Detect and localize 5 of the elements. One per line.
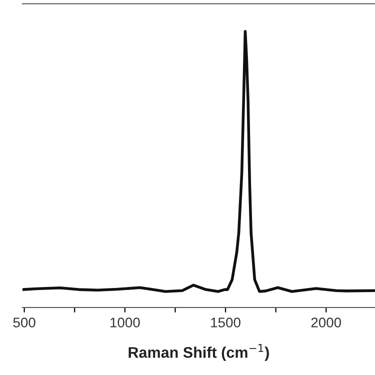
x-tick-label: 1500 [211,318,240,328]
x-tick-label: 2000 [311,318,342,328]
x-tick-label: 1000 [110,318,140,328]
x-axis-title: Raman Shift (cm$^{−1}$) [128,344,269,361]
x-tick-label: 500 [13,318,36,328]
